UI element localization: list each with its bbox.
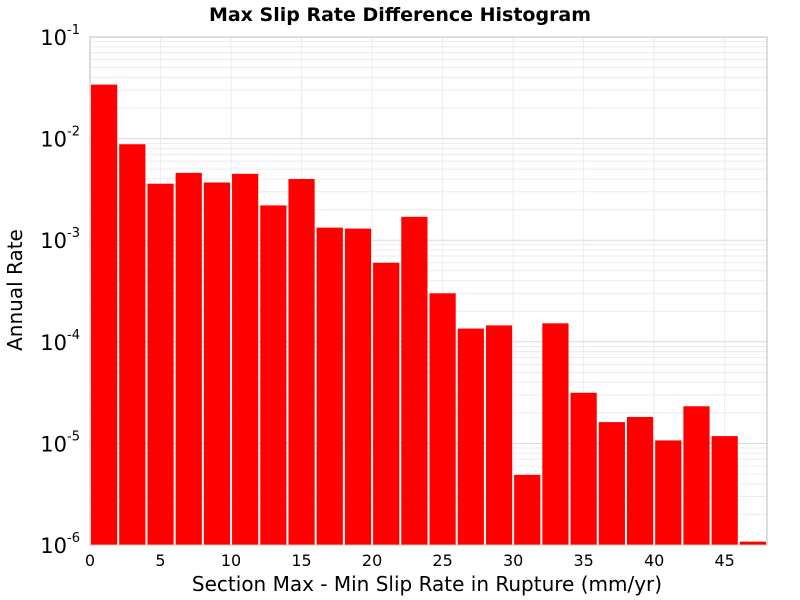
histogram-bar — [344, 228, 372, 545]
x-tick-label: 30 — [503, 551, 523, 570]
histogram-bar — [457, 328, 484, 545]
histogram-bar — [91, 84, 118, 545]
x-tick-label: 5 — [155, 551, 165, 570]
histogram-bar — [119, 144, 146, 546]
x-axis-label: Section Max - Min Slip Rate in Rupture (… — [192, 572, 662, 596]
y-tick-label: 10-4 — [40, 328, 80, 355]
x-tick-label: 15 — [291, 551, 311, 570]
histogram-bar — [175, 172, 202, 545]
histogram-bar — [316, 227, 343, 545]
histogram-bar — [626, 416, 654, 545]
histogram-bar — [598, 422, 625, 545]
histogram-bar — [485, 325, 513, 545]
x-tick-label: 25 — [432, 551, 452, 570]
x-tick-label: 45 — [715, 551, 735, 570]
y-tick-label: 10-3 — [40, 226, 80, 253]
histogram-bar — [542, 323, 569, 545]
histogram-bar — [203, 182, 231, 545]
x-tick-label: 40 — [644, 551, 664, 570]
histogram-bar — [655, 440, 682, 545]
grid-lines — [89, 37, 767, 546]
y-tick-label: 10-5 — [40, 429, 80, 456]
histogram-bar — [570, 392, 597, 545]
chart-title: Max Slip Rate Difference Histogram — [209, 4, 591, 26]
x-tick-label: 0 — [85, 551, 95, 570]
y-tick-label: 10-6 — [40, 531, 80, 558]
histogram-bar — [401, 216, 428, 546]
histogram-bar — [260, 205, 287, 545]
x-tick-label: 35 — [573, 551, 593, 570]
histogram-bar — [147, 183, 174, 545]
x-tick-label: 20 — [362, 551, 382, 570]
y-tick-label: 10-2 — [40, 125, 80, 152]
histogram-bar — [232, 173, 259, 545]
y-axis-ticks: 10-6 10-5 10-4 10-3 10-2 10-1 — [40, 23, 80, 558]
histogram-bar — [514, 474, 541, 545]
x-axis-ticks: 0 5 10 15 20 25 30 35 40 45 — [85, 551, 735, 570]
bars — [91, 84, 766, 546]
histogram-bar — [683, 406, 710, 545]
histogram-bar — [373, 262, 400, 545]
histogram-bar — [288, 179, 315, 545]
histogram-bar — [711, 436, 738, 545]
histogram-bar — [429, 293, 456, 545]
y-axis-label: Annual Rate — [3, 229, 27, 351]
histogram-bar — [739, 541, 766, 545]
plot-border — [89, 36, 768, 546]
y-tick-label: 10-1 — [40, 23, 80, 50]
x-tick-label: 10 — [221, 551, 241, 570]
